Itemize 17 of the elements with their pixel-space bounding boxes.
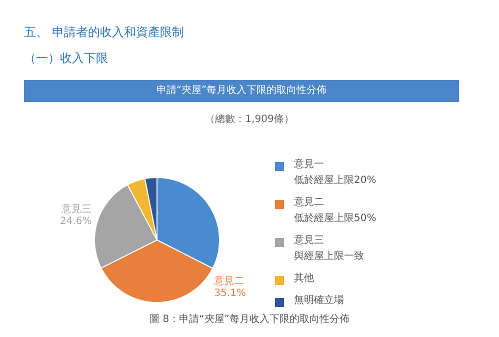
text: 與經屋上限一致 (294, 250, 364, 264)
data-label: 35.1% (214, 288, 246, 300)
legend-label: 意見二 (294, 196, 325, 210)
slice-label: 意見二 (213, 275, 244, 288)
chart-subtitle: （總數：1,909條） (204, 113, 295, 126)
text: 低於經屋上限50% (294, 212, 376, 226)
data-label: 24.6% (60, 216, 92, 227)
slice-label: 意見三 (60, 202, 92, 215)
text: 低於經屋上限20% (294, 174, 376, 188)
legend-label: 其他 (294, 272, 314, 286)
legend-label: 意見一 (294, 158, 325, 172)
legend-label: 無明確立場 (294, 294, 344, 308)
caption: 圖 8：申請“夾屋”每月收入下限的取向性分佈 (148, 312, 350, 326)
chart-title: 申請“夾屋”每月收入下限的取向性分佈 (24, 80, 459, 102)
text: （一）收入下限 (24, 50, 108, 67)
legend-label: 意見三 (294, 234, 325, 248)
text: 五、 申請者的收入和資產限制 (24, 24, 184, 41)
